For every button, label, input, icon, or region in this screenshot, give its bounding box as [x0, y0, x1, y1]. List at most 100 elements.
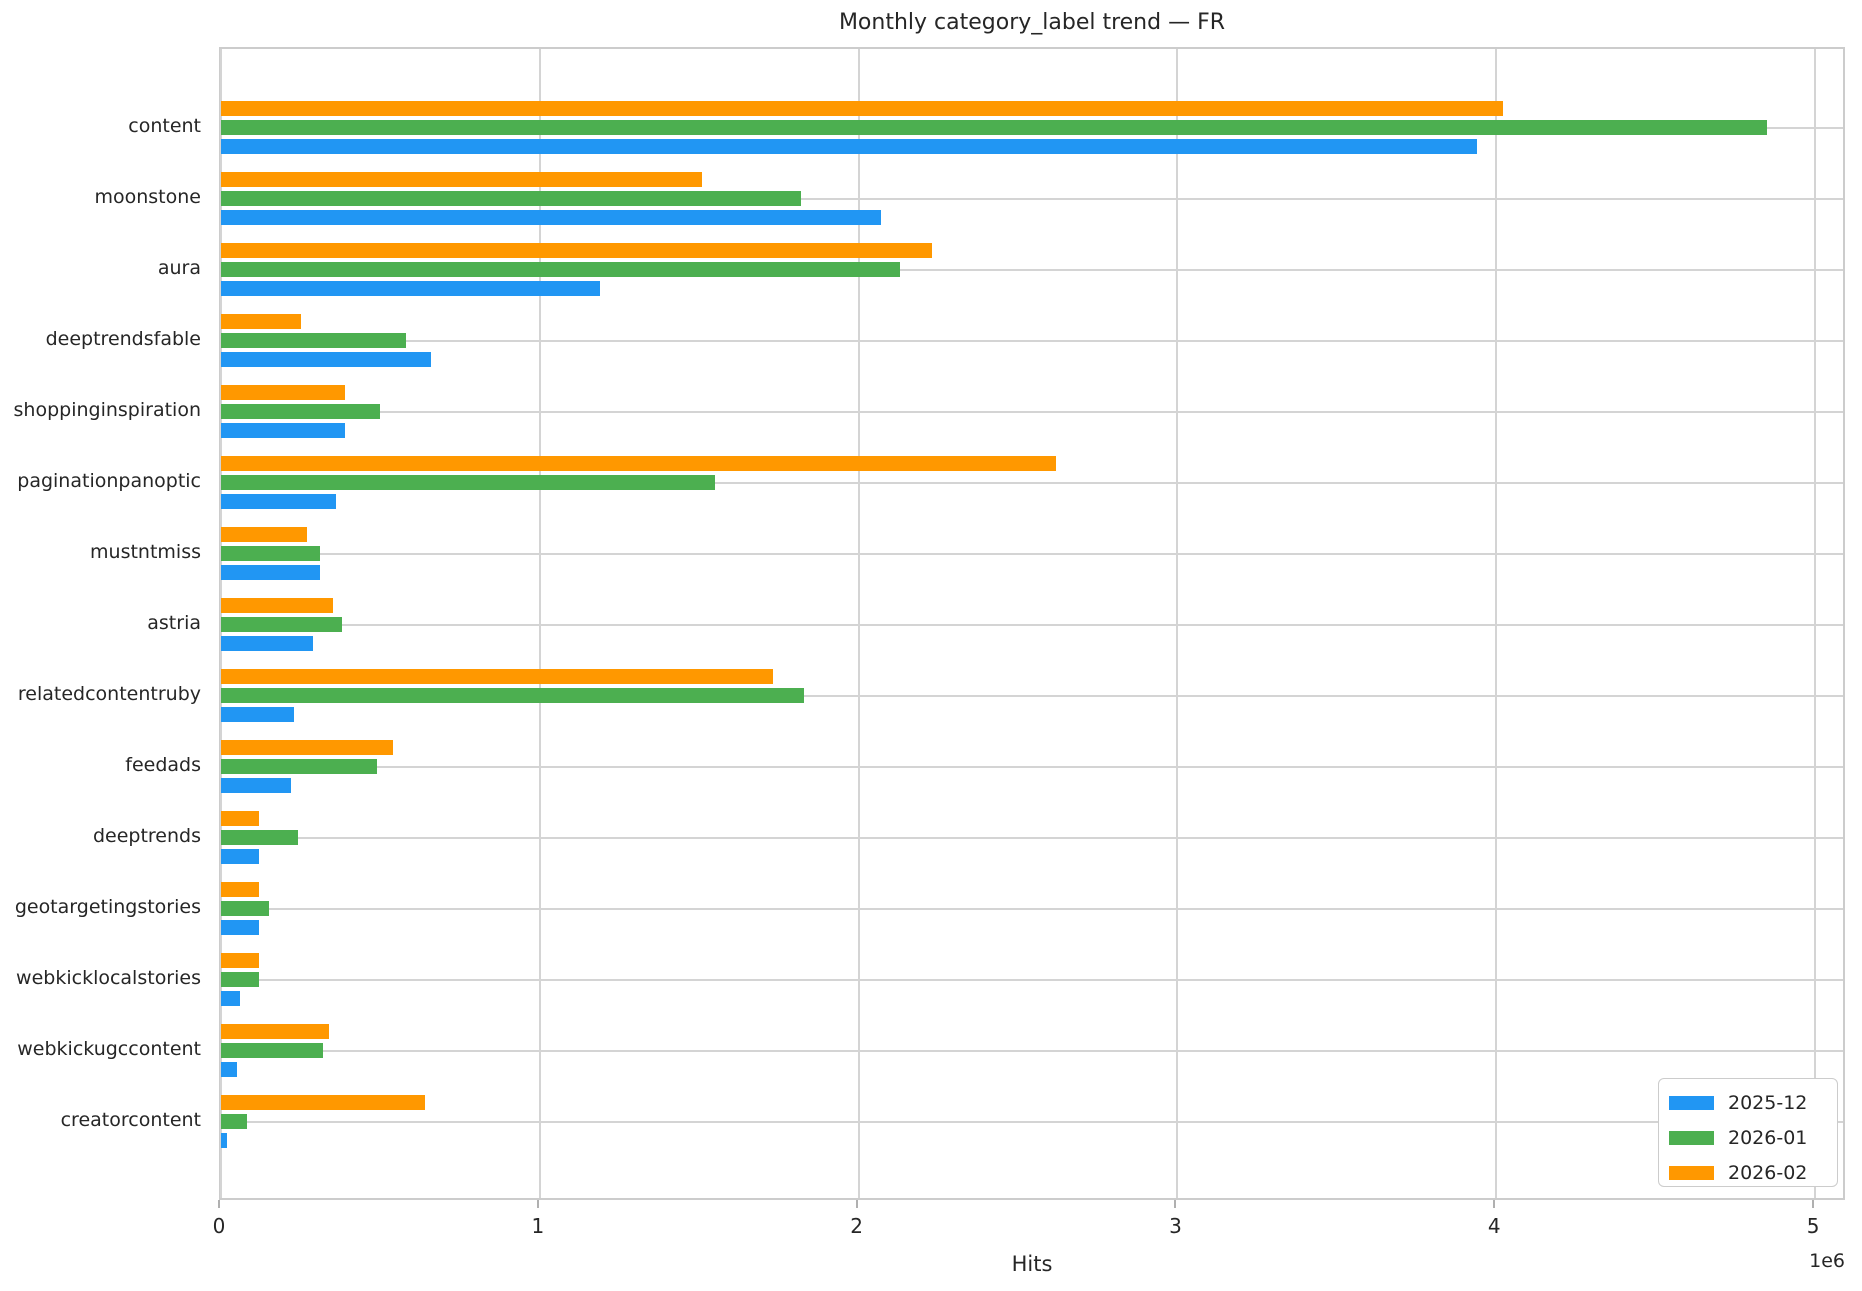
- bar-2026-02: [221, 953, 260, 968]
- y-gridline: [221, 268, 1843, 271]
- bar-2026-02: [221, 172, 703, 187]
- bar-2026-02: [221, 882, 260, 897]
- x-tick-mark: [536, 1200, 539, 1208]
- bar-2026-02: [221, 811, 260, 826]
- bar-2026-01: [221, 972, 260, 987]
- y-tick-label: feedads: [125, 753, 201, 776]
- y-tick-label: webkicklocalstories: [16, 966, 201, 989]
- bar-2026-01: [221, 404, 381, 419]
- bar-2025-12: [221, 636, 314, 651]
- y-tick-label: relatedcontentruby: [17, 682, 201, 705]
- y-tick-label: geotargetingstories: [14, 895, 201, 918]
- bar-2026-01: [221, 120, 1768, 135]
- y-tick-label: deeptrends: [92, 824, 201, 847]
- y-gridline: [221, 410, 1843, 413]
- y-tick-label: moonstone: [94, 185, 201, 208]
- bar-2025-12: [221, 494, 336, 509]
- legend-label: 2026-02: [1728, 1162, 1808, 1184]
- legend-swatch-icon: [1669, 1131, 1714, 1145]
- x-tick-label: 2: [850, 1214, 863, 1238]
- bar-2026-02: [221, 243, 932, 258]
- legend-swatch-icon: [1669, 1166, 1714, 1180]
- x-tick-label: 5: [1806, 1214, 1820, 1238]
- plot-area: [219, 47, 1845, 1200]
- bar-2025-12: [221, 778, 292, 793]
- bar-2025-12: [221, 991, 241, 1006]
- bar-2026-01: [221, 617, 343, 632]
- bar-2025-12: [221, 352, 432, 367]
- y-tick-label: mustntmiss: [90, 540, 201, 563]
- y-gridline: [221, 836, 1843, 839]
- x-tick-mark: [1812, 1200, 1815, 1208]
- bar-2025-12: [221, 281, 601, 296]
- bar-2026-01: [221, 191, 802, 206]
- bar-2026-02: [221, 1095, 426, 1110]
- bar-2026-01: [221, 475, 716, 490]
- bar-2025-12: [221, 920, 260, 935]
- chart-title: Monthly category_label trend — FR: [838, 10, 1226, 35]
- legend-item: 2025-12: [1669, 1088, 1827, 1118]
- axis-offset-text: 1e6: [1809, 1250, 1845, 1272]
- bar-2026-02: [221, 527, 308, 542]
- bar-2026-01: [221, 333, 406, 348]
- y-gridline: [221, 623, 1843, 626]
- y-gridline: [221, 1120, 1843, 1123]
- x-tick-mark: [855, 1200, 858, 1208]
- bar-2026-02: [221, 314, 301, 329]
- bar-2026-02: [221, 598, 333, 613]
- bar-2025-12: [221, 139, 1478, 154]
- y-tick-label: astria: [147, 611, 201, 634]
- bar-2026-02: [221, 740, 394, 755]
- y-tick-label: deeptrendsfable: [45, 327, 201, 350]
- bar-2026-01: [221, 546, 320, 561]
- bar-2026-01: [221, 1114, 247, 1129]
- y-gridline: [221, 907, 1843, 910]
- legend-label: 2026-01: [1728, 1127, 1808, 1149]
- y-tick-label: creatorcontent: [60, 1108, 201, 1131]
- bar-2026-01: [221, 830, 298, 845]
- bar-2026-01: [221, 688, 805, 703]
- y-gridline: [221, 481, 1843, 484]
- x-tick-label: 0: [212, 1214, 226, 1238]
- bar-2026-02: [221, 669, 773, 684]
- x-tick-label: 4: [1487, 1214, 1501, 1238]
- y-gridline: [221, 552, 1843, 555]
- bar-2025-12: [221, 565, 320, 580]
- bar-2026-02: [221, 101, 1503, 116]
- legend-item: 2026-02: [1669, 1158, 1827, 1188]
- y-gridline: [221, 978, 1843, 981]
- y-tick-label: content: [128, 114, 201, 137]
- x-tick-mark: [1174, 1200, 1177, 1208]
- legend: 2025-12 2026-01 2026-02: [1658, 1078, 1838, 1187]
- legend-item: 2026-01: [1669, 1123, 1827, 1153]
- y-gridline: [221, 765, 1843, 768]
- bar-2025-12: [221, 1133, 228, 1148]
- x-tick-mark: [218, 1200, 220, 1208]
- x-tick-label: 3: [1169, 1214, 1182, 1238]
- bar-2026-02: [221, 456, 1057, 471]
- bar-2026-02: [221, 1024, 330, 1039]
- y-tick-label: webkickugccontent: [17, 1037, 201, 1060]
- y-tick-label: paginationpanoptic: [17, 469, 201, 492]
- bar-2025-12: [221, 849, 260, 864]
- y-gridline: [221, 339, 1843, 342]
- y-gridline: [221, 694, 1843, 697]
- bar-2026-01: [221, 262, 901, 277]
- bar-2025-12: [221, 1062, 237, 1077]
- bar-2025-12: [221, 423, 346, 438]
- bar-2025-12: [221, 707, 295, 722]
- y-gridline: [221, 197, 1843, 200]
- x-axis-label: Hits: [1011, 1252, 1053, 1276]
- bar-2026-01: [221, 901, 269, 916]
- x-tick-label: 1: [531, 1214, 545, 1238]
- x-tick-mark: [1493, 1200, 1496, 1208]
- y-tick-label: shoppinginspiration: [13, 398, 201, 421]
- y-tick-label: aura: [157, 256, 201, 279]
- bar-2025-12: [221, 210, 881, 225]
- bar-2026-01: [221, 1043, 324, 1058]
- legend-label: 2025-12: [1728, 1092, 1808, 1114]
- bar-2026-01: [221, 759, 378, 774]
- bar-2026-02: [221, 385, 346, 400]
- legend-swatch-icon: [1669, 1096, 1714, 1110]
